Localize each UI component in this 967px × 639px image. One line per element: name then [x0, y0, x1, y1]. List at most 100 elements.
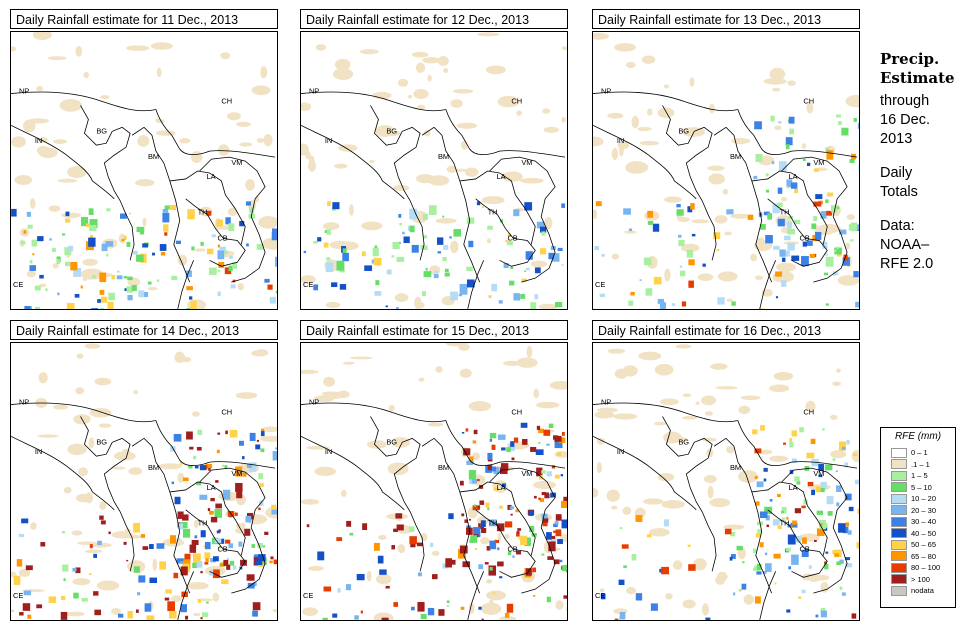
- rain-cell: [714, 215, 728, 224]
- rain-cell: [335, 241, 359, 251]
- rain-cell: [174, 496, 181, 505]
- rain-cell: [507, 233, 511, 237]
- rain-cell: [230, 284, 236, 289]
- rain-cell: [11, 136, 26, 148]
- rain-cell: [423, 129, 431, 137]
- rain-cell: [127, 294, 133, 301]
- rain-cell: [272, 228, 277, 235]
- rain-cell: [47, 56, 67, 61]
- rain-cell: [170, 204, 177, 211]
- country-label-in: IN: [35, 136, 42, 145]
- rain-cell: [228, 265, 233, 272]
- rain-cell: [515, 550, 522, 555]
- rain-cell: [452, 89, 474, 94]
- rain-cell: [697, 273, 714, 281]
- rain-cell: [857, 122, 859, 129]
- rain-cell: [820, 581, 829, 593]
- rain-cell: [34, 306, 41, 309]
- rain-cell: [392, 241, 400, 250]
- rain-cell: [177, 254, 188, 266]
- rain-cell: [116, 275, 123, 280]
- rain-cell: [349, 356, 373, 360]
- rain-cell: [554, 302, 563, 308]
- rain-cell: [473, 429, 478, 435]
- rain-cell: [777, 525, 782, 530]
- rain-cell: [75, 387, 85, 395]
- rain-cell: [228, 543, 234, 549]
- rain-cell: [422, 56, 441, 64]
- rain-cell: [67, 166, 87, 179]
- rain-cell: [477, 479, 480, 482]
- rain-cell: [461, 431, 465, 434]
- rain-cell: [820, 608, 826, 613]
- rain-cell: [647, 210, 654, 218]
- rain-cell: [374, 290, 382, 296]
- country-border: [475, 198, 536, 267]
- rain-cell: [39, 274, 44, 279]
- rain-cell: [540, 226, 547, 233]
- rain-cell: [671, 303, 676, 306]
- rain-cell: [489, 438, 493, 442]
- country-label-cb: CB: [217, 544, 227, 553]
- rain-cell: [182, 528, 191, 538]
- rain-cell: [472, 440, 477, 444]
- rain-cell: [252, 610, 258, 617]
- rain-cell: [741, 583, 747, 590]
- rain-cell: [184, 553, 191, 562]
- country-label-cb: CB: [507, 233, 517, 242]
- light-rain-layer: [593, 344, 859, 620]
- rain-cell: [235, 466, 243, 477]
- rain-cell: [466, 266, 473, 272]
- rain-cell: [36, 86, 44, 92]
- rain-cell: [260, 435, 277, 442]
- country-label-th: TH: [198, 519, 208, 528]
- rain-cell: [362, 523, 368, 531]
- rain-cell: [543, 429, 551, 436]
- rain-cell: [301, 102, 312, 111]
- rain-cell: [489, 599, 494, 604]
- rain-cell: [140, 534, 146, 538]
- rain-cell: [394, 293, 409, 303]
- rain-cell: [796, 480, 801, 485]
- rain-cell: [259, 483, 264, 487]
- rain-cell: [788, 566, 792, 570]
- rain-cell: [36, 145, 50, 156]
- rain-cell: [209, 570, 214, 576]
- country-label-np: NP: [601, 398, 611, 407]
- rain-cell: [331, 282, 338, 288]
- rain-cell: [159, 561, 167, 570]
- rain-cell: [512, 555, 515, 558]
- rain-cell: [824, 464, 833, 471]
- rain-cell: [600, 593, 606, 600]
- rain-cell: [101, 243, 108, 252]
- rain-cell: [324, 395, 342, 400]
- rain-cell: [834, 549, 842, 558]
- rain-cell: [164, 597, 170, 601]
- rain-cell: [507, 504, 512, 510]
- rain-cell: [826, 150, 834, 160]
- country-border: [301, 91, 446, 112]
- rain-cell: [461, 140, 468, 150]
- rain-cell: [516, 531, 520, 534]
- rain-cell: [442, 257, 447, 262]
- rain-cell: [108, 531, 111, 535]
- rain-cell: [768, 384, 790, 393]
- rain-cell: [532, 567, 537, 573]
- rain-cell: [196, 481, 202, 486]
- rain-cell: [856, 542, 859, 549]
- country-label-bg: BG: [96, 437, 107, 446]
- rain-layer: [600, 425, 859, 620]
- rain-cell: [428, 175, 450, 186]
- rain-cell: [816, 528, 825, 536]
- rain-cell: [399, 222, 402, 226]
- legend-label: 40 – 50: [911, 528, 937, 538]
- rain-cell: [395, 513, 403, 519]
- rain-cell: [89, 542, 112, 548]
- rain-cell: [688, 259, 695, 266]
- rain-cell: [263, 133, 273, 147]
- rain-cell: [217, 432, 221, 435]
- legend-item: 1 – 5: [881, 470, 955, 482]
- rain-cell: [486, 546, 491, 551]
- rain-cell: [839, 586, 843, 590]
- rain-cell: [193, 553, 201, 563]
